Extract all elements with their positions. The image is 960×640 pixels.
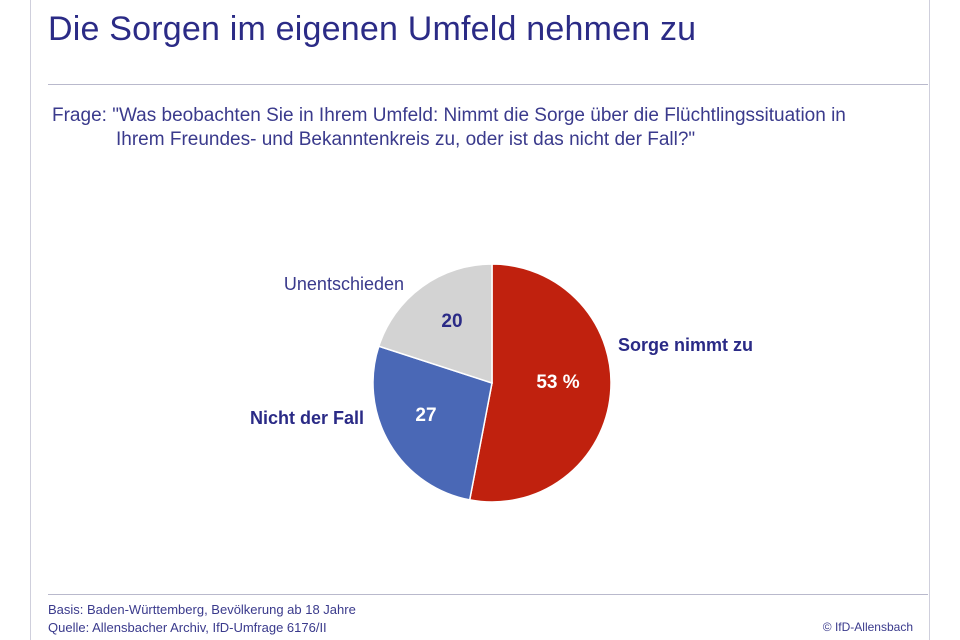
pie-category-label: Nicht der Fall — [250, 408, 364, 428]
pie-slice-unentschieden — [377, 263, 493, 385]
survey-question: Frage: "Was beobachten Sie in Ihrem Umfe… — [52, 104, 912, 152]
title-divider — [48, 84, 928, 85]
footer-divider — [48, 594, 928, 595]
pie-value-labels: 53 % 27 20 — [415, 311, 579, 426]
pie-value-label: 27 — [415, 405, 436, 426]
page-title: Die Sorgen im eigenen Umfeld nehmen zu — [48, 10, 697, 48]
pie-category-label: Unentschieden — [284, 274, 404, 294]
footer-basis: Basis: Baden-Württemberg, Bevölkerung ab… — [48, 602, 356, 617]
question-label: Frage: — [52, 105, 107, 126]
question-text-line2: Ihrem Freundes- und Bekanntenkreis zu, o… — [116, 129, 696, 150]
pie-value-label: 53 % — [536, 372, 579, 393]
frame-left-border — [30, 0, 31, 640]
pie-slice-nicht-der-fall — [372, 345, 493, 501]
footer-source: Quelle: Allensbacher Archiv, IfD-Umfrage… — [48, 620, 327, 635]
pie-category-labels: Sorge nimmt zu Nicht der Fall Unentschiede… — [250, 274, 753, 428]
pie-slice-sorge-nimmt-zu — [468, 263, 612, 503]
pie-value-label: 20 — [441, 311, 462, 332]
frame-right-border — [929, 0, 930, 640]
question-text-line1: "Was beobachten Sie in Ihrem Umfeld: Nim… — [112, 105, 846, 126]
pie-category-label: Sorge nimmt zu — [618, 335, 753, 355]
footer-copyright: © IfD-Allensbach — [822, 620, 913, 634]
pie-slices — [372, 263, 612, 503]
